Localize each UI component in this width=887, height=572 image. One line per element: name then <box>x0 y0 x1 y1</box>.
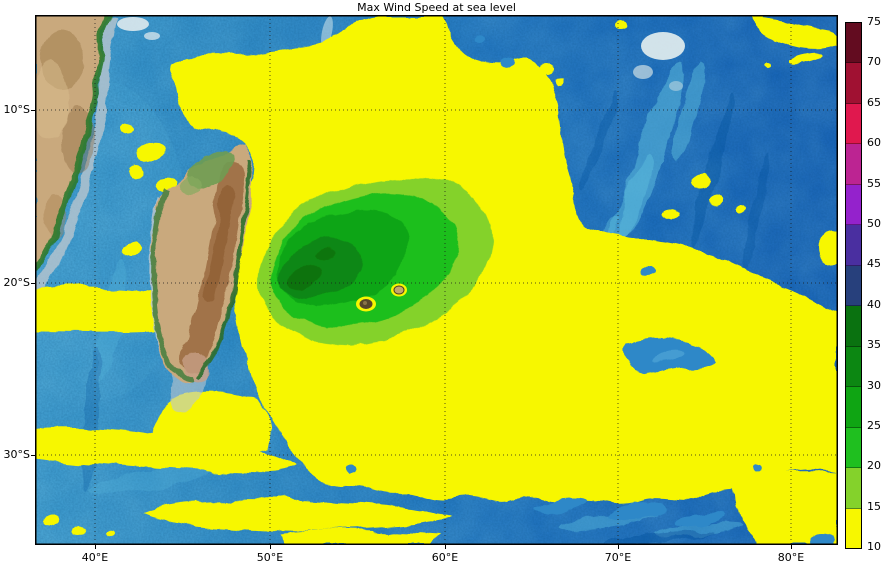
colorbar-label-70: 70 <box>867 55 881 68</box>
wind-region-bottom-right <box>734 471 838 545</box>
colorbar-label-35: 35 <box>867 338 881 351</box>
wind-region-bottom-streak <box>140 499 450 531</box>
madagascar-north-vegetation <box>187 151 233 189</box>
y-tick-mark <box>31 110 35 111</box>
x-tick-label-50E: 50°E <box>256 551 284 564</box>
madagascar-west-coast-vegetation <box>151 189 193 384</box>
africa-landmass <box>35 15 117 312</box>
y-tick-label-20S: 20°S <box>3 276 30 289</box>
cloud-streak <box>321 16 333 48</box>
colorbar-segment-25-30 <box>846 387 861 428</box>
wind-region-channel-band <box>35 286 180 333</box>
x-tick-label-80E: 80°E <box>777 551 805 564</box>
wind-region-main <box>173 16 838 505</box>
y-tick-label-30S: 30°S <box>3 448 30 461</box>
colorbar-segment-65-70 <box>846 63 861 104</box>
high-wind-cell <box>257 176 492 346</box>
x-tick-mark <box>618 545 619 549</box>
colorbar-label-15: 15 <box>867 500 881 513</box>
wind-overlay-10-15 <box>35 16 838 545</box>
colorbar-segment-55-60 <box>846 144 861 185</box>
x-tick-label-70E: 70°E <box>604 551 632 564</box>
colorbar-label-75: 75 <box>867 15 881 28</box>
colorbar-segment-70-75 <box>846 23 861 64</box>
wind-region-bottom-center <box>278 530 438 545</box>
colorbar-label-55: 55 <box>867 177 881 190</box>
colorbar-segment-40-45 <box>846 265 861 307</box>
madagascar-landmass <box>149 147 253 413</box>
x-tick-mark <box>791 545 792 549</box>
madagascar-vegetation <box>178 178 202 194</box>
colorbar <box>845 22 862 549</box>
colorbar-segment-50-55 <box>846 184 861 226</box>
colorbar-segment-35-40 <box>846 306 861 347</box>
colorbar-segment-30-35 <box>846 346 861 388</box>
y-tick-mark <box>31 455 35 456</box>
colorbar-label-45: 45 <box>867 257 881 270</box>
shallow-bank-lobe <box>633 65 653 79</box>
colorbar-segment-60-65 <box>846 103 861 145</box>
x-tick-label-40E: 40°E <box>81 551 109 564</box>
colorbar-label-50: 50 <box>867 217 881 230</box>
contour-35-40-speck <box>320 249 337 260</box>
colorbar-label-65: 65 <box>867 96 881 109</box>
colorbar-segment-15-20 <box>846 468 861 509</box>
cloud-patch <box>117 17 149 31</box>
madagascar-south-plain <box>182 352 210 384</box>
graticule <box>35 15 838 545</box>
colorbar-segment-20-25 <box>846 427 861 469</box>
map-plot-area <box>35 15 838 545</box>
madagascar-east-coast-vegetation <box>194 159 252 382</box>
madagascar-highlands-core <box>204 184 234 301</box>
africa-coast-vegetation <box>35 15 111 272</box>
mauritius-island <box>393 285 405 295</box>
x-tick-mark <box>445 545 446 549</box>
y-tick-mark <box>31 283 35 284</box>
colorbar-segment-10-15 <box>846 508 861 549</box>
colorbar-segment-45-50 <box>846 225 861 266</box>
wind-region-top-right-corner <box>752 16 838 49</box>
shallow-bank-lobe <box>669 81 683 91</box>
y-tick-label-10S: 10°S <box>3 103 30 116</box>
x-tick-mark <box>95 545 96 549</box>
x-tick-label-60E: 60°E <box>431 551 459 564</box>
shallow-bank <box>641 32 685 60</box>
islands <box>356 283 407 312</box>
colorbar-label-25: 25 <box>867 419 881 432</box>
ocean-holes-in-overlay <box>346 38 836 545</box>
wind-region-southwest-tongue <box>35 426 300 475</box>
africa-terrain-highlight <box>35 60 68 140</box>
reunion-peak <box>363 301 367 305</box>
colorbar-label-60: 60 <box>867 136 881 149</box>
colorbar-label-20: 20 <box>867 459 881 472</box>
cloud-patch <box>144 32 160 40</box>
plot-title: Max Wind Speed at sea level <box>357 1 516 14</box>
x-tick-mark <box>270 545 271 549</box>
colorbar-label-40: 40 <box>867 298 881 311</box>
shallow-bank-and-clouds <box>117 16 685 91</box>
colorbar-label-30: 30 <box>867 379 881 392</box>
colorbar-label-10: 10 <box>867 540 881 553</box>
plot-frame <box>35 15 838 545</box>
